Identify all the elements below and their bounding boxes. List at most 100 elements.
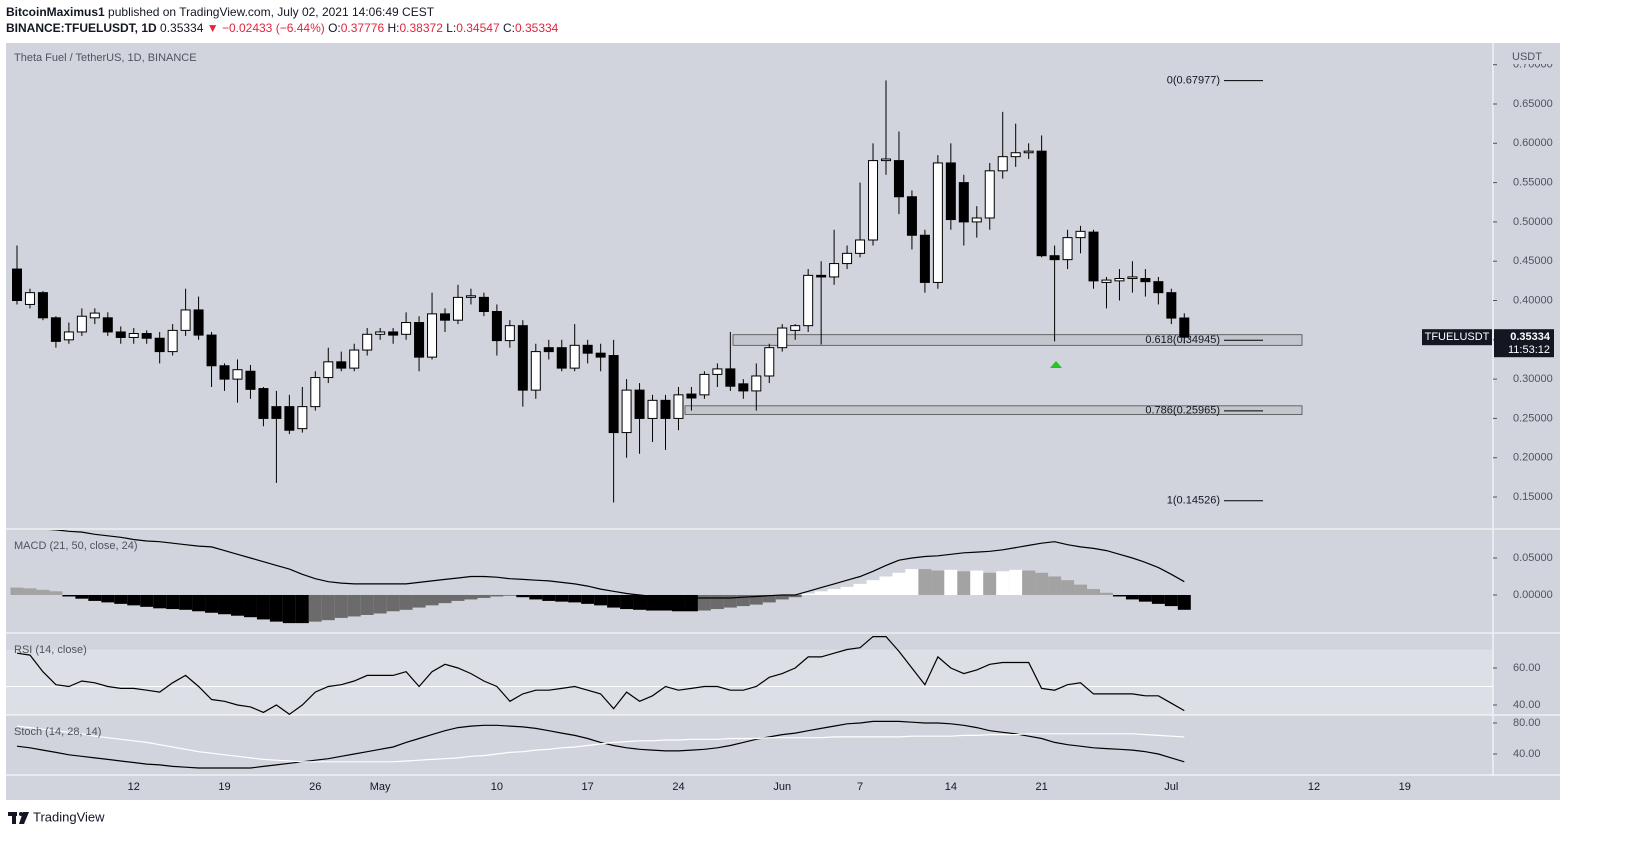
ohlc-value: 0.35334 — [514, 21, 559, 35]
candle-body — [504, 325, 515, 342]
macd-histogram-bar — [243, 594, 257, 618]
x-tick-label: Jun — [773, 781, 791, 793]
candle-body — [284, 406, 295, 431]
candle-body — [362, 333, 373, 351]
y-tick-label: 80.00 — [1513, 717, 1541, 729]
header-line: BINANCE:TFUELUSDT, 1D 0.35334 ▼ −0.02433… — [6, 20, 558, 36]
macd-histogram-bar — [373, 594, 387, 614]
indicator-pane — [16, 720, 1185, 769]
candle-body — [465, 295, 476, 298]
x-tick-label: May — [370, 781, 391, 793]
indicator-line — [16, 720, 1185, 769]
candle-body — [1166, 292, 1177, 319]
candle-body — [1049, 255, 1060, 261]
header-line: BitcoinMaximus1 published on TradingView… — [6, 4, 558, 20]
candle-body — [323, 361, 334, 379]
macd-histogram-bar — [879, 576, 893, 595]
macd-histogram-bar — [659, 594, 672, 611]
candle-body — [595, 352, 606, 358]
macd-histogram-bar — [269, 594, 283, 622]
macd-histogram-bar — [620, 594, 634, 610]
macd-histogram-bar — [788, 594, 802, 598]
candle-body — [868, 160, 879, 241]
macd-histogram-bar — [218, 594, 232, 615]
indicator-pane — [10, 530, 1191, 624]
x-tick-label: 14 — [945, 781, 957, 793]
macd-histogram-bar — [671, 594, 685, 612]
y-tick-label: 0.30000 — [1513, 373, 1553, 385]
x-tick-label: 12 — [128, 781, 140, 793]
macd-histogram-bar — [88, 594, 102, 601]
macd-histogram-bar — [568, 594, 582, 603]
macd-histogram-bar — [360, 594, 374, 615]
candle-body — [569, 344, 580, 369]
candle-body — [167, 329, 178, 353]
macd-histogram-bar — [438, 594, 452, 604]
candle-body — [440, 313, 451, 321]
candle-body — [297, 406, 308, 430]
macd-histogram-bar — [853, 583, 867, 595]
macd-histogram-bar — [581, 594, 595, 604]
candle-body — [997, 156, 1008, 172]
currency-bg — [1494, 50, 1560, 64]
macd-histogram-bar — [23, 588, 37, 595]
macd-histogram-bar — [931, 570, 945, 595]
candle-body — [673, 394, 684, 419]
indicator-title: MACD (21, 50, close, 24) — [14, 540, 138, 552]
macd-histogram-bar — [49, 591, 63, 595]
ohlc-label: C: — [502, 21, 515, 35]
candle-body — [945, 162, 956, 221]
candle-body — [76, 315, 87, 333]
y-tick-label: 0.15000 — [1513, 491, 1553, 503]
macd-histogram-bar — [127, 594, 141, 606]
indicator-title: RSI (14, close) — [14, 644, 87, 656]
y-tick-label: 0.25000 — [1513, 412, 1553, 424]
x-tick-label: 19 — [1399, 781, 1411, 793]
indicator-line — [47, 530, 1185, 599]
candle-body — [154, 337, 165, 353]
candle-body — [958, 182, 969, 223]
candle-body — [738, 383, 749, 392]
candle-body — [647, 399, 658, 419]
candle-body — [1114, 278, 1125, 282]
last-price: 0.35334 — [160, 21, 204, 35]
macd-histogram-bar — [542, 594, 556, 601]
macd-histogram-bar — [996, 571, 1010, 595]
candle-body — [543, 347, 554, 353]
last-price-bg — [1494, 329, 1554, 358]
candle-body — [1062, 237, 1073, 261]
ohlc-value: 0.38372 — [399, 21, 443, 35]
candle-body — [1140, 278, 1151, 283]
candle-body — [855, 239, 866, 254]
candle-body — [634, 389, 645, 419]
candle-body — [984, 170, 995, 219]
candle-body — [388, 331, 399, 336]
macd-histogram-bar — [710, 594, 724, 610]
macd-histogram-bar — [386, 594, 400, 612]
y-tick-label: 0.45000 — [1513, 255, 1553, 267]
y-tick-label: 0.55000 — [1513, 177, 1553, 189]
macd-histogram-bar — [399, 594, 413, 610]
candles — [12, 80, 1190, 503]
candle-body — [790, 325, 801, 331]
candle-body — [1153, 281, 1164, 294]
x-tick-label: 21 — [1036, 781, 1048, 793]
change: ▼ −0.02433 — [206, 21, 273, 35]
candle-body — [310, 377, 321, 408]
macd-histogram-bar — [892, 572, 906, 595]
macd-histogram-bar — [983, 572, 997, 595]
candle-body — [102, 317, 113, 333]
candle-body — [414, 322, 425, 358]
macd-histogram-bar — [1009, 569, 1023, 595]
macd-histogram-bar — [282, 594, 296, 624]
y-tick-label: 0.05000 — [1513, 552, 1553, 564]
candle-body — [556, 347, 567, 369]
y-tick-label: 40.00 — [1513, 699, 1541, 711]
macd-histogram-bar — [633, 594, 647, 610]
macd-histogram-bar — [256, 594, 270, 620]
macd-histogram-bar — [918, 569, 932, 595]
ohlc-label: O: — [328, 21, 341, 35]
macd-histogram-bar — [749, 594, 763, 605]
support-zone — [732, 334, 1303, 346]
